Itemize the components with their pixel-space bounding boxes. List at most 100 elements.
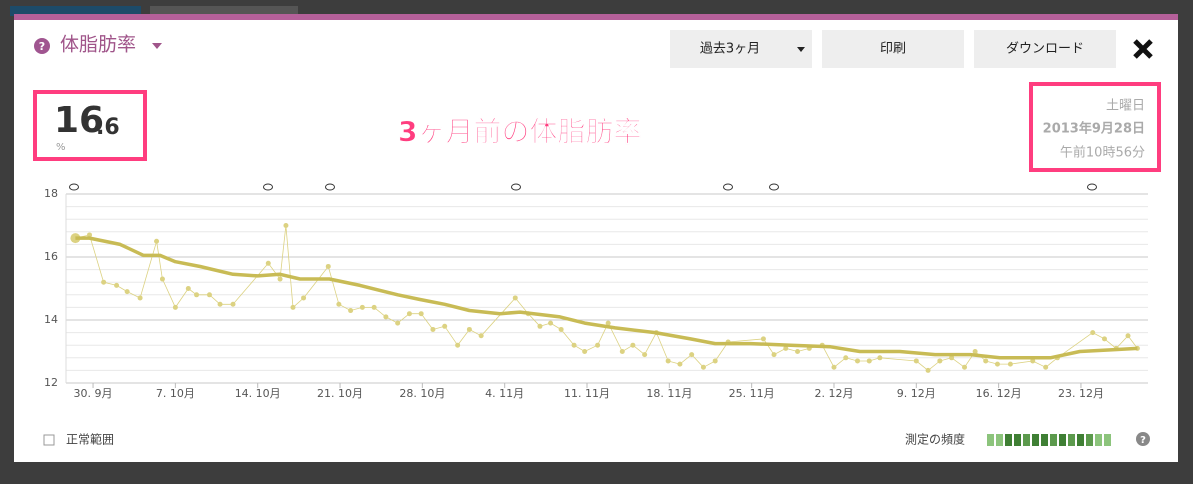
frequency-cell [1050,434,1057,446]
data-point [1043,364,1049,370]
data-point [913,358,919,364]
comment-icon[interactable] [1087,183,1097,191]
data-point [831,364,837,370]
title[interactable]: 体脂肪率 [60,34,136,56]
frequency-cell [1077,434,1084,446]
data-point [843,355,849,361]
data-point [937,358,943,364]
data-point [265,260,271,266]
modal-top-bar [14,14,1178,20]
value-decimal: .6 [96,115,120,140]
comment-icon[interactable] [511,183,521,191]
comment-icon[interactable] [723,183,733,191]
data-point [159,276,165,282]
highlight-box [33,90,147,161]
data-point [406,311,412,317]
frequency-cell [987,434,994,446]
comment-icon[interactable] [69,183,79,191]
data-point [101,279,107,285]
background-tab [10,6,141,16]
frequency-cell [1005,434,1012,446]
data-point [455,342,461,348]
frequency-cell [1014,434,1021,446]
value-integer: 16 [54,100,104,141]
data-point [206,292,212,298]
data-point [336,301,342,307]
data-point [548,320,554,326]
comment-icon[interactable] [769,183,779,191]
data-point [290,304,296,310]
x-tick-label: 23. 12月 [1058,387,1104,400]
data-point [466,326,472,332]
download-button[interactable] [974,30,1116,68]
help-icon[interactable] [34,38,50,54]
data-point [877,355,883,361]
comment-icons [69,183,1097,191]
y-tick-label: 14 [44,313,58,326]
x-tick-label: 11. 11月 [564,387,610,400]
data-point [537,323,543,329]
data-point [1007,361,1013,367]
modal [14,14,1178,462]
comment-icon[interactable] [325,183,335,191]
data-point [512,295,518,301]
frequency-cell [1032,434,1039,446]
y-tick-label: 12 [44,376,58,389]
period-dropdown-arrow[interactable] [797,47,805,52]
data-point [630,342,636,348]
download-button-label[interactable]: ダウンロード [1006,42,1084,57]
data-point [154,238,160,244]
print-button-label[interactable]: 印刷 [880,42,906,57]
trend-line [75,236,1138,360]
data-point [301,295,307,301]
comment-icon[interactable] [263,183,273,191]
print-button[interactable] [822,30,964,68]
data-point [230,301,236,307]
data-point [972,349,978,354]
data-point [478,333,484,339]
data-point [571,342,577,348]
data-point [665,358,671,364]
data-point [795,349,801,354]
x-tick-label: 16. 12月 [976,387,1022,400]
x-tick-label: 18. 11月 [646,387,692,400]
checkbox[interactable] [43,434,55,446]
data-point [418,311,424,317]
help-icon[interactable] [1136,432,1150,446]
data-point [348,308,354,314]
frequency-label: 測定の頻度 [905,432,965,447]
x-tick-label: 4. 11月 [485,387,524,400]
data-point [866,358,872,364]
data-point [217,301,223,307]
data-point [395,320,401,326]
x-tick-label: 7. 10月 [156,387,195,400]
frequency-cell [1086,434,1093,446]
weekday: 土曜日 [1106,99,1145,114]
data-point [1125,333,1131,339]
x-tick-label: 25. 11月 [729,387,775,400]
date: 2013年9月28日 [1043,121,1145,137]
title-dropdown-arrow[interactable] [152,43,162,49]
data-point [949,355,955,361]
data-point [689,352,695,358]
data-point [359,304,365,310]
x-tick-label: 9. 12月 [897,387,936,400]
value-unit: % [56,142,66,153]
data-point [277,276,283,282]
close-button[interactable] [1133,39,1153,59]
period-button[interactable] [670,30,812,68]
data-point [1101,336,1107,342]
data-point [172,304,178,310]
period-button-label[interactable]: 過去3ヶ月 [700,42,760,57]
normal-range-label[interactable]: 正常範囲 [66,432,114,447]
data-point [558,326,564,332]
x-tick-label: 14. 10月 [235,387,281,400]
x-tick-label: 21. 10月 [317,387,363,400]
data-point [124,289,130,295]
x-tick-label: 2. 12月 [814,387,853,400]
frequency-cell [1041,434,1048,446]
data-point [605,320,611,326]
data-point [114,282,120,288]
data-point [442,323,448,329]
help-icon-glyph: ? [39,40,45,53]
